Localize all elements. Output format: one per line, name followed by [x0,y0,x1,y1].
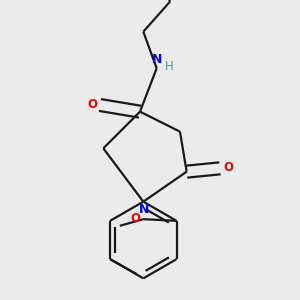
Text: N: N [152,53,162,66]
Text: O: O [131,212,141,225]
Text: H: H [165,60,174,73]
Text: O: O [87,98,97,111]
Text: N: N [139,203,149,216]
Text: O: O [223,161,233,174]
